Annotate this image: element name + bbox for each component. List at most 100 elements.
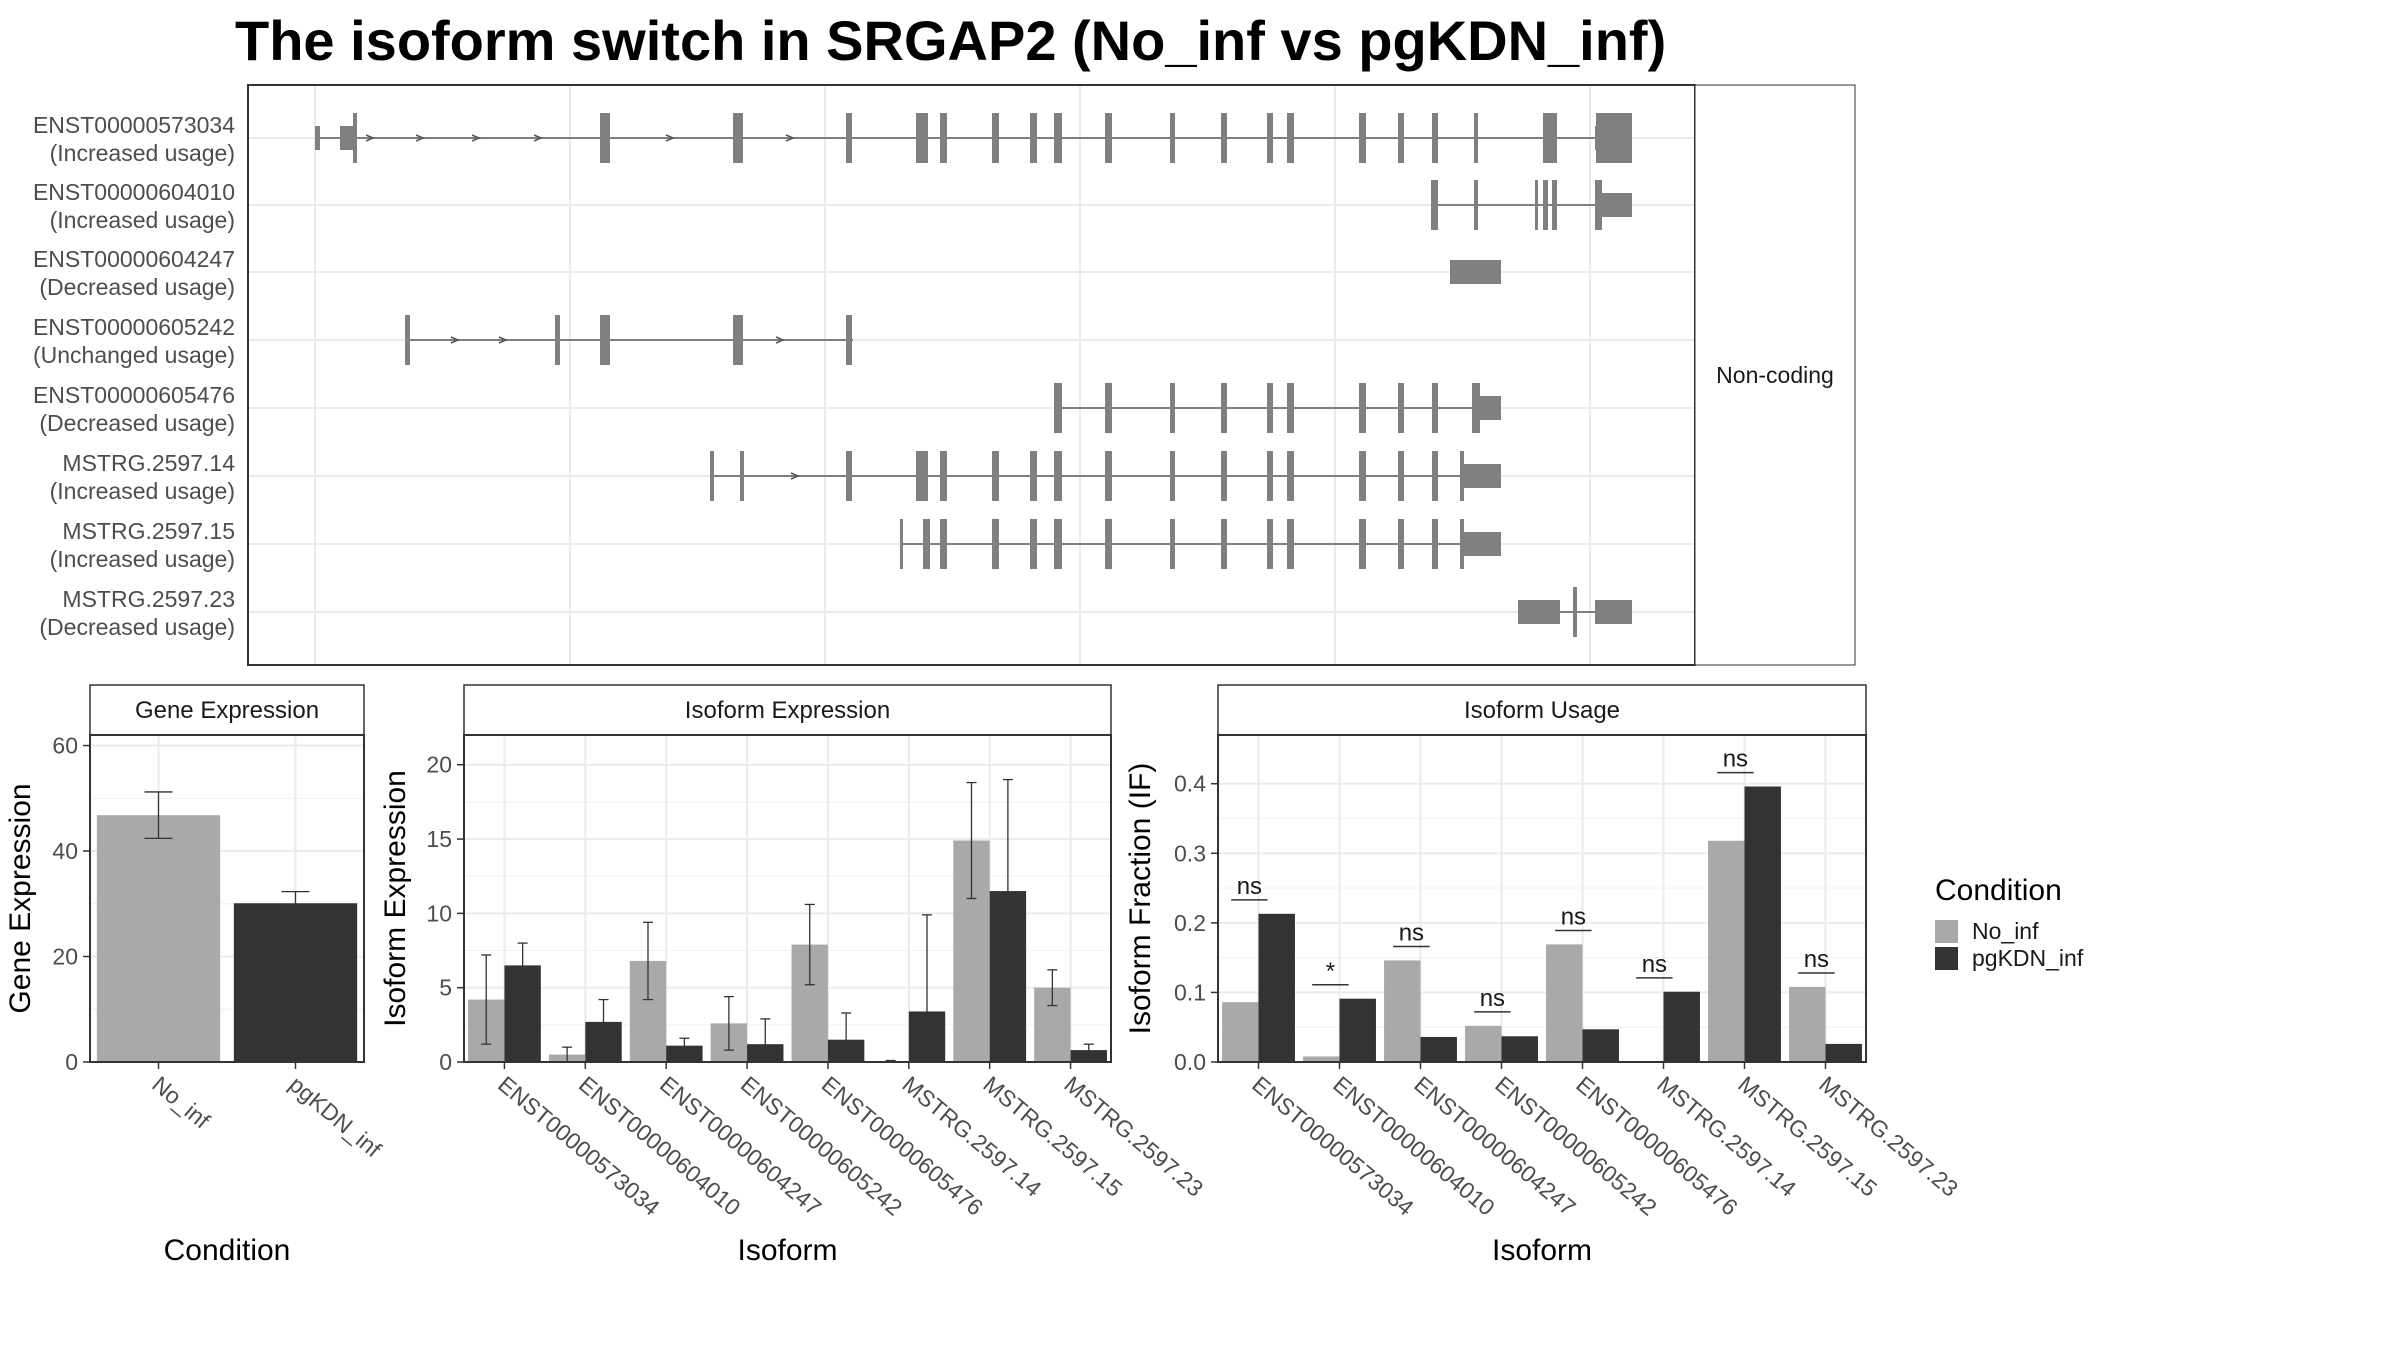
exon-block: [992, 519, 999, 569]
exon-block: [1359, 519, 1366, 569]
transcript-id: ENST00000605242: [33, 314, 235, 340]
bar-pgKDN_inf: [1744, 786, 1781, 1062]
exon-block: [1472, 383, 1480, 433]
strip-label-non-coding: Non-coding: [1716, 362, 1834, 388]
transcript-usage: (Increased usage): [50, 140, 235, 166]
utr-block: [1598, 600, 1606, 624]
exon-block: [1105, 519, 1112, 569]
exon-block: [1398, 383, 1404, 433]
y-tick-label: 0.2: [1174, 910, 1206, 936]
x-tick-label: MSTRG.2597.15: [978, 1071, 1127, 1202]
exon-block: [1170, 113, 1175, 163]
exon-block: [600, 113, 610, 163]
x-tick-label: MSTRG.2597.14: [898, 1071, 1047, 1202]
y-tick-label: 60: [52, 733, 78, 759]
exon-block: [1054, 383, 1062, 433]
direction-arrow: [498, 336, 508, 344]
x-axis-title: Isoform: [1492, 1234, 1592, 1267]
strip-label: Isoform Expression: [685, 697, 890, 724]
facet-strip: [1217, 684, 1867, 736]
bar-No_inf: [96, 815, 221, 1062]
panel-border: [463, 734, 1112, 1063]
legend-swatch-pgKDN_inf: [1935, 947, 1958, 970]
exon-block: [1030, 451, 1037, 501]
exon-block: [405, 315, 410, 365]
transcript-structure-ENST00000604010: [1431, 180, 1632, 230]
exon-block: [1221, 383, 1227, 433]
exon-block: [710, 451, 714, 501]
transcript-structure-MSTRG.2597.23: [1518, 587, 1632, 637]
exon-block: [740, 451, 744, 501]
transcript-label: ENST00000573034 (Increased usage): [33, 112, 235, 166]
significance-label: ns: [1561, 904, 1586, 931]
x-axis-title: Condition: [164, 1234, 291, 1267]
exon-block: [1287, 519, 1294, 569]
exon-block: [1105, 451, 1112, 501]
y-axis-title: Gene Expression: [4, 783, 37, 1013]
x-tick-label: pgKDN_inf: [284, 1071, 386, 1163]
y-tick-label: 15: [426, 826, 452, 852]
exon-block: [1432, 451, 1438, 501]
y-tick-label: 0.3: [1174, 840, 1206, 866]
exon-block: [1595, 180, 1602, 230]
isoform-usage-panel: Isoform Usage 0.0 0.1 0.2 0.3 0.4 ns * ns ns ns ns n…: [1124, 684, 1963, 1267]
exon-block: [1398, 519, 1404, 569]
exon-block: [1573, 587, 1577, 637]
exon-block: [940, 113, 947, 163]
exon-block: [1432, 383, 1438, 433]
exon-block: [846, 451, 852, 501]
legend-swatch-No_inf: [1935, 920, 1958, 943]
direction-arrow: [533, 134, 543, 142]
facet-strip: [89, 684, 365, 736]
transcript-structure-ENST00000573034: [315, 113, 1632, 163]
legend-title: Condition: [1935, 874, 2062, 907]
panel-border: [89, 734, 365, 1063]
y-tick-label: 20: [426, 752, 452, 778]
exon-block: [1552, 180, 1557, 230]
exon-block: [992, 451, 999, 501]
significance-label: ns: [1804, 946, 1829, 973]
transcript-label: ENST00000604010 (Increased usage): [33, 179, 235, 233]
significance-label: ns: [1399, 920, 1424, 947]
x-tick-label: MSTRG.2597.23: [1814, 1071, 1963, 1202]
exon-block: [916, 113, 928, 163]
exon-block: [846, 315, 852, 365]
exon-block: [940, 451, 947, 501]
direction-arrow: [365, 134, 375, 142]
exon-block: [1398, 451, 1404, 501]
facet-strip: [1694, 84, 1856, 666]
significance-label: ns: [1237, 873, 1262, 900]
strip-label: Isoform Usage: [1464, 697, 1620, 724]
exon-block: [1432, 519, 1438, 569]
transcript-usage: (Increased usage): [50, 207, 235, 233]
gene-expression-panel: Gene Expression 0 20 40 60 No_inf pgKDN_inf Con…: [4, 684, 387, 1267]
figure-title: The isoform switch in SRGAP2 (No_inf vs …: [235, 9, 1666, 72]
y-tick-label: 20: [52, 944, 78, 970]
exon-block: [1221, 519, 1227, 569]
transcript-id: MSTRG.2597.14: [62, 450, 235, 476]
exon-block: [923, 519, 930, 569]
legend-label-No_inf: No_inf: [1972, 918, 2039, 944]
exon-block: [1030, 113, 1037, 163]
transcript-usage: (Increased usage): [50, 478, 235, 504]
transcript-usage: (Decreased usage): [39, 410, 235, 436]
exon-block: [1431, 180, 1438, 230]
exon-block: [1054, 519, 1062, 569]
significance-label: ns: [1480, 985, 1505, 1012]
bar-pgKDN_inf: [1501, 1036, 1538, 1062]
bar-No_inf: [1789, 986, 1826, 1062]
transcript-label: ENST00000605242 (Unchanged usage): [33, 314, 235, 368]
transcript-id: ENST00000605476: [33, 382, 235, 408]
utr-block: [1460, 464, 1501, 488]
exon-block: [1287, 451, 1294, 501]
panel-border: [1217, 734, 1867, 1063]
x-axis-title: Isoform: [737, 1234, 837, 1267]
x-tick-label: No_inf: [147, 1071, 215, 1134]
utr-block: [1460, 532, 1501, 556]
exon-block: [1287, 113, 1294, 163]
exon-block: [1287, 383, 1294, 433]
exon-block: [1170, 451, 1175, 501]
exon-block: [846, 113, 852, 163]
transcript-usage: (Decreased usage): [39, 614, 235, 640]
